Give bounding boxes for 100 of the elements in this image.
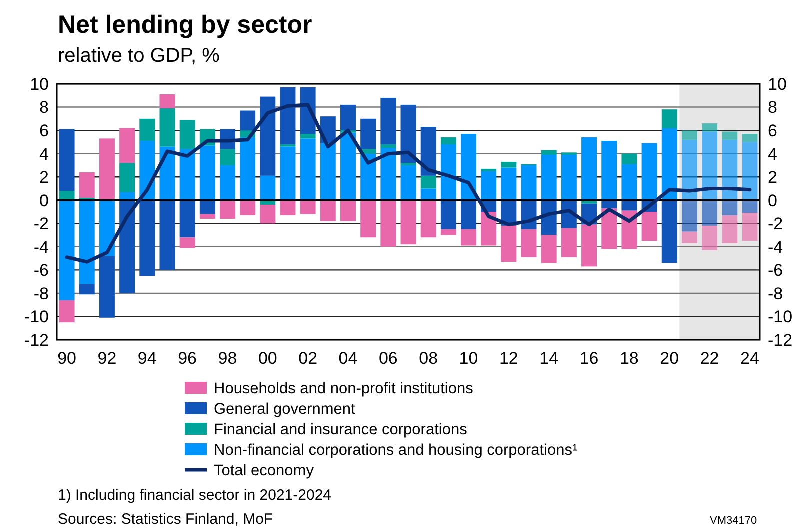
y2-tick-label: -10 (768, 308, 793, 327)
y2-tick-label: -6 (768, 261, 784, 280)
bar (682, 130, 698, 140)
y2-tick-label: -4 (768, 238, 784, 257)
bar (481, 171, 497, 200)
bar (340, 104, 356, 131)
text: 1) Including financial sector in 2021-2024 (58, 487, 332, 504)
bar (501, 168, 517, 200)
x-tick-label: 90 (58, 349, 77, 368)
legend-label: Households and non-profit institutions (214, 380, 474, 398)
x-tick-label: 12 (499, 349, 518, 368)
bar (682, 232, 698, 244)
bar (622, 164, 638, 200)
x-tick-label: 10 (459, 349, 478, 368)
bar (360, 118, 376, 150)
bar (320, 143, 336, 200)
bar (481, 212, 497, 246)
bar (59, 191, 75, 200)
line-series (65, 103, 752, 264)
text: VM34170 (710, 515, 758, 527)
bar (602, 141, 618, 200)
bar (240, 110, 256, 131)
bar (360, 200, 376, 238)
bar (440, 200, 456, 230)
bar (662, 128, 678, 200)
bar (722, 140, 738, 200)
bar (380, 144, 396, 148)
bar (742, 134, 758, 142)
y-tick-label: 2 (40, 168, 49, 188)
x-tick-label: 02 (298, 349, 318, 368)
legend-label: Financial and insurance corporations (214, 421, 468, 438)
bar (722, 200, 738, 216)
bar (200, 214, 216, 219)
bar (501, 226, 517, 262)
y-tick-label: 4 (40, 144, 49, 164)
bar (722, 215, 738, 244)
bar (501, 162, 517, 168)
y-tick-label: 0 (40, 191, 49, 210)
y2-tick-label: 8 (768, 98, 778, 118)
bar (440, 229, 456, 236)
bar (59, 300, 75, 323)
x-tick-label: 14 (540, 349, 559, 368)
x-tick-label: 98 (218, 349, 238, 368)
x-tick-label: 04 (338, 349, 358, 368)
bar (220, 200, 236, 219)
bar (79, 200, 95, 284)
chart-title: Net lending by sector (58, 11, 312, 39)
y-tick-label: -12 (24, 330, 49, 350)
bar (662, 110, 678, 128)
x-tick-label: 22 (700, 349, 720, 368)
x-tick-label: 00 (258, 349, 278, 368)
bar (742, 142, 758, 200)
bar (120, 192, 136, 200)
bar (200, 146, 216, 200)
bar (260, 176, 276, 200)
bar (582, 138, 598, 200)
bar (461, 200, 476, 230)
bar (200, 200, 216, 214)
y2-tick-label: -2 (768, 214, 784, 234)
y-tick-label: -2 (34, 214, 49, 234)
bar (682, 200, 698, 232)
x-tick-label: 18 (620, 349, 639, 368)
bar (280, 200, 296, 216)
y-tick-label: -6 (34, 261, 49, 280)
y2-tick-label: -8 (768, 284, 784, 304)
y2-tick-label: 10 (768, 74, 787, 94)
y2-tick-label: 0 (768, 191, 778, 210)
bar (120, 200, 136, 294)
bar (541, 154, 557, 200)
bar (420, 200, 436, 238)
bar (702, 124, 718, 132)
y2-tick-label: 6 (768, 121, 778, 140)
bar (220, 165, 236, 200)
bar (420, 188, 436, 200)
bar (220, 149, 236, 166)
bar (79, 172, 95, 198)
legend-label: General government (214, 400, 356, 418)
bar (340, 200, 356, 222)
bar (622, 154, 638, 164)
bar (662, 200, 678, 264)
x-tick-label: 96 (178, 349, 198, 368)
bar (742, 200, 758, 214)
bar (742, 213, 758, 242)
y-tick-label: -8 (34, 284, 49, 304)
bar (160, 94, 176, 108)
x-tick-label: 16 (580, 349, 599, 368)
bar (300, 134, 316, 139)
bar (280, 87, 296, 145)
bar (702, 132, 718, 200)
bar (240, 138, 256, 200)
bar (461, 229, 476, 246)
y-tick-label: -10 (24, 308, 49, 327)
bar (400, 104, 416, 164)
bar (440, 138, 456, 145)
bar (320, 200, 336, 222)
y-tick-label: 10 (30, 74, 49, 94)
x-tick-label: 20 (660, 349, 680, 368)
bar (160, 200, 176, 270)
bar (99, 138, 115, 200)
bar (180, 200, 196, 238)
